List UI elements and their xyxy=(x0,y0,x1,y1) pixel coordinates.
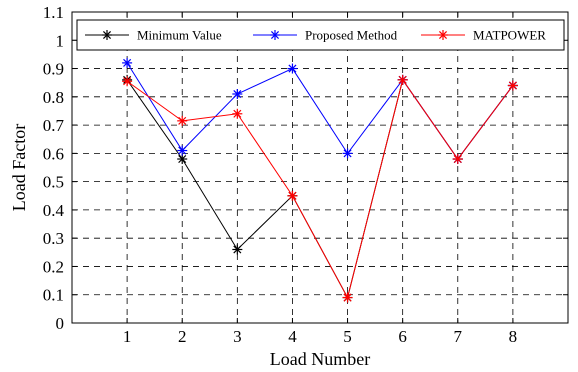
marker-stroke xyxy=(270,30,280,40)
series-layer xyxy=(122,57,518,303)
data-point-marker xyxy=(397,74,408,85)
marker-stroke xyxy=(178,154,187,164)
marker-stroke xyxy=(178,116,187,125)
y-tick-label: 0.7 xyxy=(43,116,65,135)
legend-label: Proposed Method xyxy=(305,28,398,43)
marker-stroke xyxy=(288,191,297,200)
x-tick-label: 1 xyxy=(123,327,132,346)
legend-entry: Proposed Method xyxy=(253,28,398,43)
y-tick-label: 0.5 xyxy=(43,173,64,192)
data-point-marker xyxy=(270,30,280,40)
marker-stroke xyxy=(508,81,517,90)
axis-ticks: 1 2 3 4 5 6 7 8 0 0.1 0.2 0.3 0.4 0.5 0.6 0.7 0.8 0.9 1 1.1 xyxy=(43,3,568,346)
data-point-marker xyxy=(177,145,188,156)
data-point-marker xyxy=(342,148,353,159)
series-proposed-method xyxy=(122,57,518,165)
series-line xyxy=(126,78,514,299)
legend-label: Minimum Value xyxy=(137,28,222,43)
data-point-marker xyxy=(122,57,133,68)
y-tick-label: 0.8 xyxy=(43,88,64,107)
y-axis-label: Load Factor xyxy=(9,124,29,211)
marker-stroke xyxy=(438,30,448,40)
marker-stroke xyxy=(233,89,242,99)
data-point-marker xyxy=(177,115,188,126)
y-tick-label: 0.3 xyxy=(43,229,64,248)
data-point-marker xyxy=(438,30,448,40)
data-point-marker xyxy=(232,108,243,119)
data-point-marker xyxy=(342,292,353,303)
y-tick-label: 0 xyxy=(56,314,65,333)
data-point-marker xyxy=(287,190,298,201)
y-tick-label: 0.1 xyxy=(43,286,64,305)
marker-stroke xyxy=(178,146,187,155)
data-point-marker xyxy=(102,30,112,40)
x-tick-label: 7 xyxy=(454,327,463,346)
x-tick-label: 4 xyxy=(288,327,297,346)
plot-frame xyxy=(71,11,569,324)
marker-stroke xyxy=(102,30,112,40)
legend-label: MATPOWER xyxy=(473,28,546,43)
series-minimum-value xyxy=(122,74,518,303)
x-tick-label: 6 xyxy=(398,327,407,346)
series-matpower xyxy=(122,74,518,303)
marker-stroke xyxy=(123,77,132,86)
y-tick-label: 0.6 xyxy=(43,144,64,163)
legend-box xyxy=(76,19,565,51)
x-tick-label: 5 xyxy=(343,327,352,346)
data-point-marker xyxy=(452,154,463,165)
marker-stroke xyxy=(343,293,352,302)
data-point-marker xyxy=(507,80,518,91)
data-point-marker xyxy=(232,88,243,99)
data-point-marker xyxy=(122,76,133,87)
y-tick-label: 1 xyxy=(56,31,65,50)
marker-stroke xyxy=(288,64,297,73)
series-line xyxy=(126,78,514,299)
y-tick-label: 1.1 xyxy=(43,3,64,22)
x-tick-label: 2 xyxy=(178,327,187,346)
data-point-marker xyxy=(177,154,188,165)
legend-entry: Minimum Value xyxy=(85,28,222,43)
x-tick-label: 8 xyxy=(509,327,518,346)
legend: Minimum Value Proposed Method MATPOWER xyxy=(76,19,565,51)
data-point-marker xyxy=(287,63,298,74)
marker-stroke xyxy=(233,109,242,118)
y-tick-label: 0.4 xyxy=(43,201,65,220)
grid xyxy=(72,12,568,323)
marker-stroke xyxy=(398,75,407,84)
marker-stroke xyxy=(233,245,242,254)
data-point-marker xyxy=(232,244,243,255)
marker-stroke xyxy=(343,149,352,158)
marker-stroke xyxy=(453,154,462,164)
series-line xyxy=(126,62,514,160)
marker-stroke xyxy=(123,58,132,67)
y-tick-label: 0.2 xyxy=(43,257,64,276)
x-tick-label: 3 xyxy=(233,327,242,346)
y-tick-label: 0.9 xyxy=(43,60,64,79)
x-axis-label: Load Number xyxy=(270,349,370,369)
legend-entry: MATPOWER xyxy=(421,28,546,43)
